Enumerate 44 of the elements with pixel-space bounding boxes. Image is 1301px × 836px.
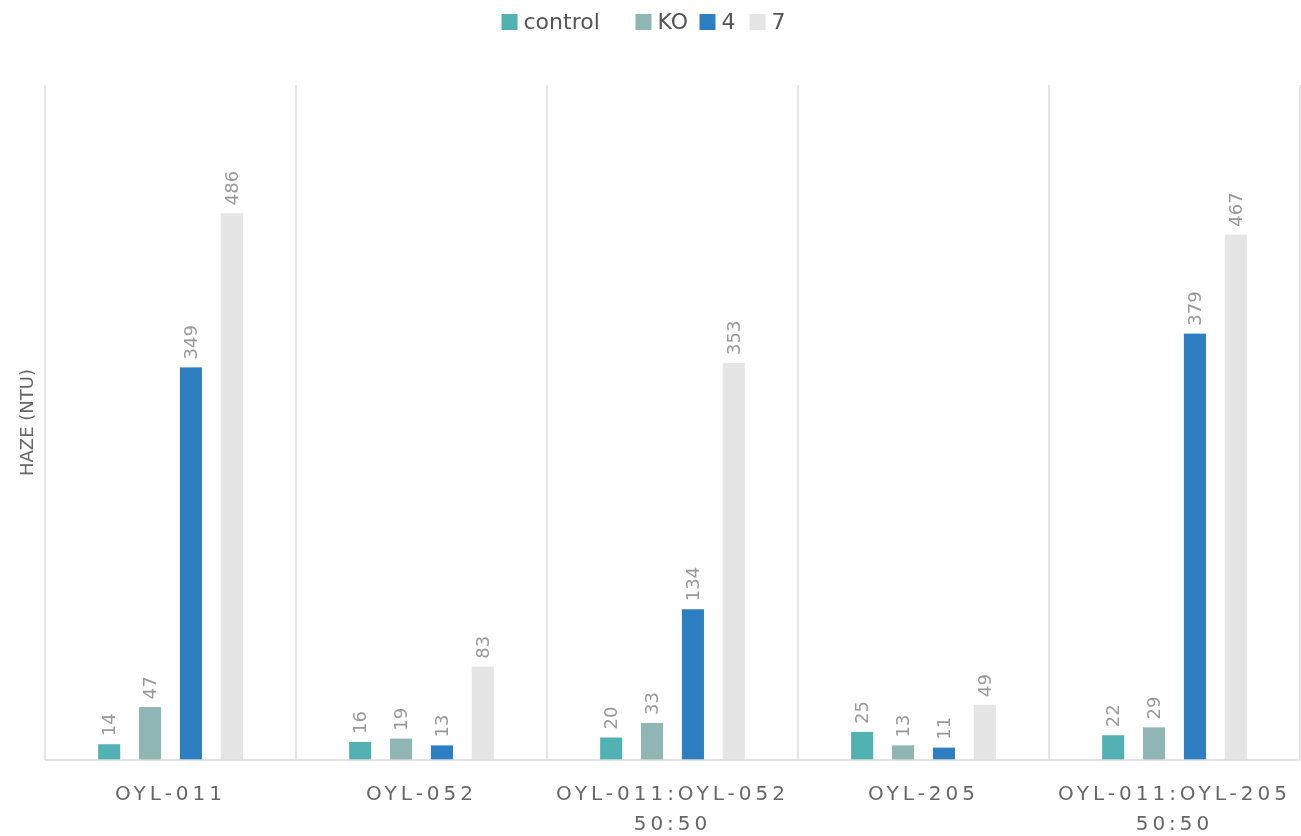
data-label: 20 [600, 706, 622, 730]
data-label: 486 [220, 170, 242, 206]
bar [98, 744, 121, 760]
data-label: 14 [98, 713, 120, 737]
data-label: 353 [722, 320, 744, 355]
x-tick-label: OYL-205 [867, 781, 980, 805]
bar [851, 731, 874, 760]
data-label: 25 [851, 700, 873, 724]
x-tick-label: OYL-011:OYL-205 50:50 [1058, 781, 1291, 835]
data-label: 467 [1224, 192, 1246, 227]
data-label: 83 [471, 635, 493, 659]
data-label: 13 [430, 714, 452, 738]
data-label: 16 [349, 711, 371, 734]
bar [139, 707, 162, 760]
legend-label: 7 [771, 9, 786, 34]
data-label: 47 [139, 676, 161, 700]
y-axis-title: HAZE (NTU) [16, 369, 37, 476]
x-tick-label: OYL-052 [365, 781, 478, 805]
bar [681, 609, 704, 760]
bar [390, 738, 413, 760]
data-label: 19 [390, 707, 412, 731]
data-label: 22 [1102, 704, 1124, 728]
data-label: 349 [179, 325, 201, 360]
bar [1183, 333, 1206, 760]
data-label: 33 [641, 691, 663, 715]
data-label: 29 [1143, 696, 1165, 720]
data-label: 134 [681, 566, 703, 602]
bar [892, 745, 915, 760]
bar [179, 367, 202, 760]
bar [641, 722, 664, 760]
data-label: 49 [973, 673, 995, 697]
bar [600, 737, 623, 760]
x-tick-label: OYL-011 [114, 781, 227, 805]
x-tick-label: OYL-011:OYL-052 50:50 [556, 781, 789, 835]
bar [349, 742, 372, 760]
legend-label: control [523, 9, 600, 34]
data-label: 13 [892, 714, 914, 738]
bar [1143, 727, 1166, 760]
bar [430, 745, 453, 760]
data-label: 11 [932, 716, 954, 740]
data-label: 379 [1183, 291, 1205, 326]
legend-label: KO [657, 9, 689, 34]
legend-label: 4 [721, 9, 736, 34]
bar [1102, 735, 1125, 760]
